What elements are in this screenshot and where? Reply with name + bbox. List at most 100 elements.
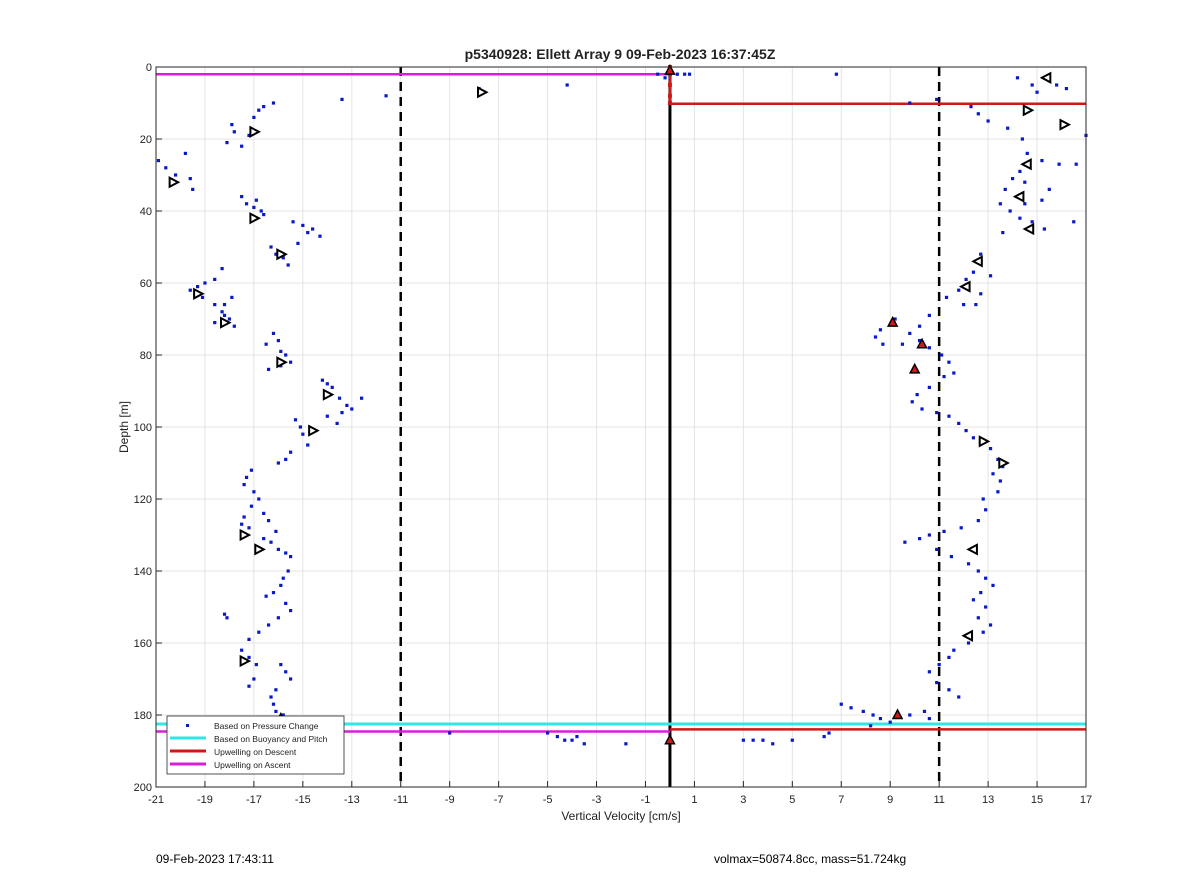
pressure-point-108: [274, 688, 278, 692]
pressure-point-5: [191, 187, 195, 191]
pressure-point-216: [991, 472, 995, 476]
pressure-point-99: [247, 655, 251, 659]
y-tick-label-1: 20: [140, 134, 152, 146]
pressure-point-27: [301, 223, 305, 227]
marker-red-2: [908, 362, 921, 374]
x-tick-label-2: -17: [246, 794, 262, 806]
x-tick-label-13: 5: [789, 794, 795, 806]
pressure-point-34: [196, 285, 200, 289]
pressure-point-218: [996, 490, 1000, 494]
pressure-point-30: [318, 234, 322, 238]
pressure-point-4: [188, 177, 192, 181]
pressure-point-79: [262, 511, 266, 515]
pressure-point-145: [869, 724, 873, 728]
marker-left-7: [961, 629, 974, 642]
marker-right-6: [276, 356, 288, 369]
pressure-point-2: [173, 173, 178, 177]
y-tick-label-10: 200: [134, 782, 152, 794]
pressure-point-72: [242, 483, 246, 487]
pressure-point-54: [325, 382, 329, 386]
pressure-point-14: [271, 101, 276, 105]
pressure-point-85: [284, 551, 288, 555]
pressure-point-190: [917, 324, 922, 328]
pressure-point-223: [942, 529, 946, 533]
pressure-point-153: [1064, 87, 1069, 91]
pressure-point-166: [1023, 180, 1027, 184]
pressure-point-88: [281, 576, 285, 580]
pressure-point-92: [284, 601, 288, 605]
pressure-point-240: [952, 648, 956, 652]
pressure-point-198: [927, 346, 931, 350]
pressure-point-59: [325, 414, 329, 418]
pressure-point-57: [345, 403, 349, 407]
y-tick-label-8: 160: [134, 638, 152, 650]
pressure-point-42: [222, 303, 227, 307]
pressure-point-159: [1006, 126, 1010, 130]
x-tick-label-1: -19: [197, 794, 213, 806]
pressure-point-98: [240, 648, 244, 652]
pressure-point-220: [984, 508, 988, 512]
pressure-point-213: [988, 447, 993, 451]
marker-right-11: [239, 654, 252, 668]
marker-red-5: [664, 733, 676, 745]
pressure-point-100: [254, 663, 258, 667]
pressure-point-182: [964, 277, 968, 281]
y-tick-labels: 0 20 40 60 80 100 120 140 160 180 200: [134, 62, 162, 794]
pressure-point-154: [908, 101, 912, 105]
pressure-point-46: [276, 339, 280, 343]
pressure-point-155: [935, 97, 939, 101]
pressure-point-164: [1018, 169, 1022, 173]
pressure-point-243: [927, 670, 931, 674]
pressure-point-65: [301, 432, 305, 436]
pressure-point-53: [320, 378, 325, 382]
pressure-point-23: [281, 256, 285, 260]
pressure-point-236: [976, 616, 980, 620]
pressure-point-178: [1023, 202, 1027, 206]
center-point-4: [667, 101, 672, 105]
pressure-point-109: [269, 695, 273, 699]
pressure-point-114: [340, 97, 344, 101]
pressure-point-12: [257, 108, 261, 112]
pressure-point-32: [213, 277, 217, 281]
reference-lines: [399, 67, 941, 787]
pressure-point-81: [274, 529, 278, 533]
pressure-point-121: [683, 72, 687, 76]
pressure-point-146: [908, 713, 912, 717]
pressure-point-139: [839, 702, 843, 706]
x-tick-label-7: -7: [494, 794, 504, 806]
pressure-point-229: [966, 562, 971, 566]
pressure-point-31: [220, 267, 224, 271]
pressure-point-209: [957, 421, 961, 425]
pressure-point-22: [274, 252, 278, 256]
pressure-point-115: [384, 94, 388, 98]
x-tick-label-5: -11: [393, 794, 408, 806]
pressure-point-196: [900, 342, 905, 346]
pressure-point-191: [908, 331, 912, 335]
legend-item-descent: Upwelling on Descent: [170, 747, 297, 757]
pressure-point-58: [350, 407, 354, 411]
marker-right-16: [998, 456, 1010, 470]
marker-left-5: [958, 280, 971, 293]
pressure-point-200: [947, 360, 951, 364]
pressure-point-219: [981, 497, 985, 501]
pressure-point-71: [244, 475, 249, 479]
pressure-point-135: [771, 742, 775, 746]
pressure-point-39: [227, 317, 232, 321]
pressure-point-20: [262, 213, 266, 217]
legend-item-ascent: Upwelling on Ascent: [170, 760, 291, 770]
pressure-point-210: [964, 429, 968, 433]
pressure-point-214: [996, 457, 1000, 461]
marker-right-7: [322, 388, 335, 401]
marker-right-4: [193, 287, 205, 300]
pressure-point-237: [988, 623, 993, 627]
marker-right-5: [220, 316, 232, 329]
legend: Based on Pressure Change Based on Buoyan…: [166, 715, 345, 775]
marker-right-12: [477, 86, 489, 99]
pressure-point-151: [1035, 90, 1039, 94]
pressure-point-163: [1057, 162, 1061, 166]
upwelling-lines: [156, 72, 1086, 733]
pressure-point-90: [271, 591, 276, 595]
pressure-point-16: [244, 202, 249, 206]
pressure-point-105: [279, 663, 283, 667]
pressure-point-175: [1074, 162, 1078, 166]
